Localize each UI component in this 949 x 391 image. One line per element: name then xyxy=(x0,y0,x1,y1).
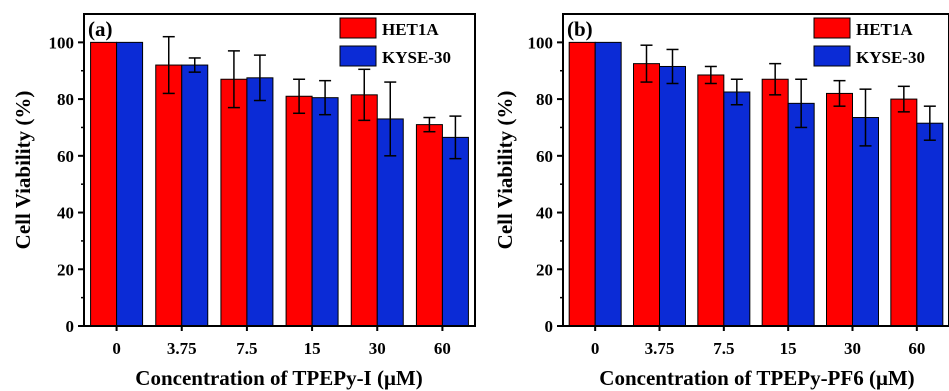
bar-het1a-15 xyxy=(285,95,313,327)
bar-het1a-0 xyxy=(568,41,596,327)
plot-frame xyxy=(83,13,476,327)
x-axis-title: Concentration of TPEPy-I (μM) xyxy=(135,366,422,390)
y-tick-label: 0 xyxy=(66,317,75,336)
error-bar-het1a-3.75 xyxy=(640,44,653,83)
error-bar-kyse-30-3.75 xyxy=(666,48,679,85)
error-bar-kyse-30-30 xyxy=(384,81,397,157)
panel-label: (a) xyxy=(88,17,113,41)
bar-het1a-30 xyxy=(350,94,378,327)
bar-het1a-0 xyxy=(90,41,118,327)
y-tick-label: 80 xyxy=(536,90,553,109)
legend: HET1A KYSE-30 xyxy=(339,17,451,67)
bar-het1a-60 xyxy=(890,98,918,327)
legend-label-het1a: HET1A xyxy=(856,20,913,39)
y-axis-title: Cell Viability (%) xyxy=(11,91,35,250)
error-bar-het1a-15 xyxy=(769,62,782,96)
legend-label-kyse-30: KYSE-30 xyxy=(382,48,451,67)
bar-kyse-30-7.5 xyxy=(246,77,274,327)
error-bar-kyse-30-15 xyxy=(319,79,332,116)
x-tick-label: 7.5 xyxy=(236,339,257,358)
bar-kyse-30-7.5 xyxy=(723,91,751,327)
error-bar-het1a-3.75 xyxy=(162,35,175,95)
error-bar-kyse-30-7.5 xyxy=(730,78,743,106)
x-tick-label: 60 xyxy=(908,339,925,358)
bar-kyse-30-3.75 xyxy=(659,65,686,327)
x-tick-label: 30 xyxy=(844,339,861,358)
y-tick-label: 80 xyxy=(57,90,74,109)
chart-panel-b: 0 20 40 60 80 100 0 3.75 7.5 15 30 60 Concentration … xyxy=(493,13,949,390)
y-tick-label: 60 xyxy=(536,147,553,166)
x-tick-label: 7.5 xyxy=(713,339,734,358)
bar-kyse-30-15 xyxy=(787,102,815,327)
x-tick-label: 0 xyxy=(591,339,600,358)
y-tick-label: 60 xyxy=(57,147,74,166)
x-axis-title: Concentration of TPEPy-PF6 (μM) xyxy=(599,366,914,390)
x-tick-label: 15 xyxy=(304,339,321,358)
error-bar-het1a-15 xyxy=(293,78,306,115)
bar-het1a-30 xyxy=(826,92,853,327)
panel-label: (b) xyxy=(567,17,593,41)
x-tick-label: 3.75 xyxy=(167,339,197,358)
error-bar-het1a-7.5 xyxy=(704,65,717,85)
bar-het1a-60 xyxy=(415,124,443,327)
bar-kyse-30-60 xyxy=(441,136,469,327)
bar-kyse-30-60 xyxy=(916,122,944,327)
bar-kyse-30-15 xyxy=(311,97,339,327)
error-bar-kyse-30-15 xyxy=(795,78,808,129)
x-tick-label: 3.75 xyxy=(645,339,675,358)
error-bar-kyse-30-7.5 xyxy=(253,54,266,102)
bar-het1a-3.75 xyxy=(155,64,183,327)
error-bar-kyse-30-30 xyxy=(859,88,872,147)
chart-panel-a: 0 20 40 60 80 100 0 3.75 7.5 15 30 60 Concentration … xyxy=(11,13,476,390)
bar-kyse-30-30 xyxy=(852,117,879,327)
error-bar-het1a-60 xyxy=(897,85,910,113)
y-axis-title: Cell Viability (%) xyxy=(493,91,517,250)
error-bar-kyse-30-60 xyxy=(449,115,462,160)
legend-swatch-het1a xyxy=(339,17,377,39)
y-tick-label: 100 xyxy=(528,33,554,52)
bar-het1a-7.5 xyxy=(220,78,248,327)
bar-het1a-15 xyxy=(761,78,789,327)
error-bar-kyse-30-60 xyxy=(923,105,936,141)
legend-swatch-kyse-30 xyxy=(813,45,851,67)
y-tick-label: 40 xyxy=(57,204,74,223)
plot-frame xyxy=(562,13,949,327)
error-bar-het1a-60 xyxy=(423,116,436,133)
legend-label-het1a: HET1A xyxy=(382,20,439,39)
y-tick-label: 0 xyxy=(545,317,554,336)
bar-het1a-7.5 xyxy=(697,74,725,327)
legend-swatch-het1a xyxy=(813,17,851,39)
x-tick-label: 60 xyxy=(434,339,451,358)
x-tick-label: 30 xyxy=(369,339,386,358)
y-tick-label: 100 xyxy=(49,33,75,52)
error-bar-kyse-30-3.75 xyxy=(188,57,201,73)
error-bar-het1a-30 xyxy=(833,79,846,107)
bar-het1a-3.75 xyxy=(633,63,660,327)
bar-kyse-30-0 xyxy=(594,41,622,327)
bar-kyse-30-3.75 xyxy=(181,64,209,327)
bar-kyse-30-0 xyxy=(116,41,144,327)
error-bar-het1a-7.5 xyxy=(227,50,240,109)
x-tick-label: 15 xyxy=(780,339,797,358)
y-tick-label: 20 xyxy=(536,260,553,279)
error-bar-het1a-30 xyxy=(358,68,371,122)
x-tick-label: 0 xyxy=(112,339,121,358)
y-tick-label: 40 xyxy=(536,204,553,223)
legend-label-kyse-30: KYSE-30 xyxy=(856,48,925,67)
legend: HET1A KYSE-30 xyxy=(813,17,925,67)
legend-swatch-kyse-30 xyxy=(339,45,377,67)
y-tick-label: 20 xyxy=(57,260,74,279)
